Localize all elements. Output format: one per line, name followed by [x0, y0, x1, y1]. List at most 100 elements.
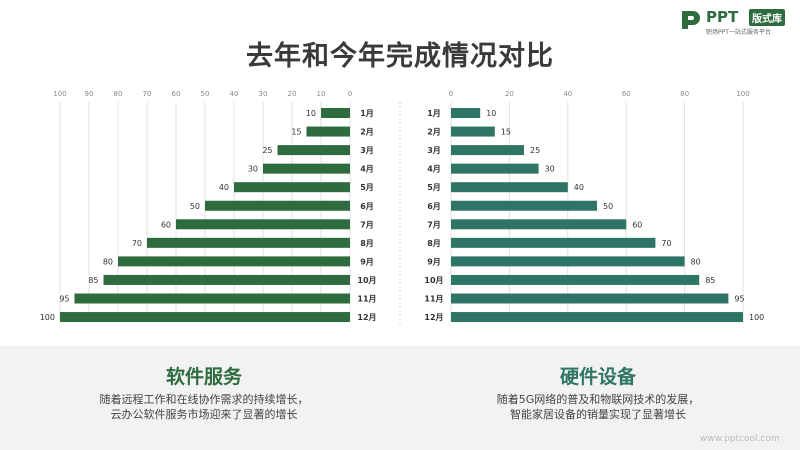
- left-tick-label: 100: [53, 90, 66, 98]
- right-bar: [451, 237, 656, 248]
- right-bar: [451, 108, 481, 118]
- right-bar: [451, 200, 597, 211]
- left-category-label: 5月: [360, 183, 374, 192]
- left-category-label: 3月: [360, 146, 374, 155]
- right-category-label: 11月: [424, 295, 443, 304]
- left-data-label: 60: [161, 220, 171, 229]
- left-category-label: 9月: [360, 257, 374, 266]
- logo-mark-icon: [682, 11, 700, 29]
- description-panel: 软件服务 随着远程工作和在线协作需求的持续增长， 云办公软件服务市场迎来了显著的…: [0, 346, 800, 450]
- left-bar: [60, 312, 350, 323]
- left-data-label: 80: [103, 257, 113, 266]
- right-category-label: 9月: [427, 257, 441, 266]
- page-title: 去年和今年完成情况对比: [246, 41, 554, 72]
- left-data-label: 85: [88, 276, 98, 285]
- left-tick-label: 10: [317, 90, 326, 98]
- left-category-label: 10月: [357, 276, 376, 285]
- right-bar: [451, 274, 700, 285]
- left-panel-line-2: 云办公软件服务市场迎来了显著的增长: [110, 408, 298, 421]
- right-panel-line-1: 随着5G网络的普及和物联网技术的发展，: [496, 393, 700, 406]
- right-bar-chart: 0 20 40 60 80 100 10 1月 15 2月 25 3月 30 4月 40 5月 50 6月 60 7月…: [424, 90, 764, 323]
- right-bar: [451, 182, 568, 193]
- right-tick-label: 60: [622, 90, 631, 98]
- logo-brand-text: PPT: [706, 8, 739, 26]
- left-category-label: 8月: [360, 239, 374, 248]
- left-bar: [263, 163, 350, 174]
- left-category-label: 11月: [357, 295, 376, 304]
- left-bar: [118, 256, 350, 267]
- right-data-label: 25: [530, 146, 540, 155]
- right-data-label: 30: [545, 165, 555, 174]
- left-tick-label: 90: [85, 90, 94, 98]
- brand-logo: PPT 版式库 职场PPT一站式服务平台: [680, 8, 792, 40]
- logo-subtitle: 职场PPT一站式服务平台: [706, 29, 771, 36]
- left-tick-label: 60: [172, 90, 181, 98]
- left-bar: [234, 182, 350, 193]
- left-tick-label: 30: [259, 90, 268, 98]
- right-bar: [451, 219, 627, 230]
- left-category-label: 7月: [360, 220, 374, 229]
- left-bar: [205, 200, 350, 211]
- left-bar: [147, 237, 350, 248]
- left-panel-title: 软件服务: [165, 366, 242, 388]
- right-tick-label: 20: [505, 90, 514, 98]
- left-data-label: 95: [59, 295, 69, 304]
- right-category-label: 4月: [427, 165, 441, 174]
- watermark: www.pptcool.com: [700, 434, 780, 444]
- right-data-label: 10: [486, 109, 496, 118]
- left-data-label: 40: [219, 183, 229, 192]
- left-data-label: 25: [262, 146, 272, 155]
- right-bar: [451, 293, 729, 304]
- right-category-label: 6月: [427, 202, 441, 211]
- right-tick-label: 40: [563, 90, 572, 98]
- left-category-label: 12月: [357, 313, 376, 322]
- left-panel-description: 随着远程工作和在线协作需求的持续增长， 云办公软件服务市场迎来了显著的增长: [54, 392, 354, 422]
- left-bar: [321, 108, 350, 118]
- right-category-label: 2月: [427, 128, 441, 137]
- right-bar: [451, 126, 495, 137]
- right-category-label: 3月: [427, 146, 441, 155]
- left-category-label: 1月: [360, 109, 374, 118]
- left-tick-label: 70: [143, 90, 152, 98]
- right-tick-label: 100: [736, 90, 749, 98]
- right-category-label: 8月: [427, 239, 441, 248]
- right-bar: [451, 312, 743, 323]
- left-data-label: 15: [291, 128, 301, 137]
- left-tick-label: 20: [288, 90, 297, 98]
- left-data-label: 10: [306, 109, 316, 118]
- left-data-label: 100: [40, 313, 55, 322]
- right-bar: [451, 256, 685, 267]
- left-category-label: 6月: [360, 202, 374, 211]
- right-data-label: 70: [661, 239, 671, 248]
- left-bar: [74, 293, 350, 304]
- left-bar: [176, 219, 350, 230]
- right-data-label: 95: [734, 295, 744, 304]
- right-category-label: 7月: [427, 220, 441, 229]
- right-data-label: 80: [691, 257, 701, 266]
- left-tick-label: 0: [348, 90, 352, 98]
- left-tick-label: 40: [230, 90, 239, 98]
- left-category-label: 2月: [360, 128, 374, 137]
- left-data-label: 70: [132, 239, 142, 248]
- left-bar: [306, 126, 350, 137]
- right-bar: [451, 145, 524, 156]
- right-data-label: 50: [603, 202, 613, 211]
- right-panel-description: 随着5G网络的普及和物联网技术的发展， 智能家居设备的销量实现了显著增长: [448, 392, 748, 422]
- right-category-label: 12月: [424, 313, 443, 322]
- right-tick-label: 80: [680, 90, 689, 98]
- right-category-label: 5月: [427, 183, 441, 192]
- logo-tag: 版式库: [749, 9, 785, 26]
- right-data-label: 40: [574, 183, 584, 192]
- left-bar: [277, 145, 350, 156]
- left-data-label: 30: [248, 165, 258, 174]
- right-tick-label: 0: [449, 90, 453, 98]
- left-tick-label: 50: [201, 90, 210, 98]
- left-category-label: 4月: [360, 165, 374, 174]
- right-panel-line-2: 智能家居设备的销量实现了显著增长: [510, 408, 686, 421]
- right-data-label: 100: [749, 313, 764, 322]
- right-data-label: 60: [632, 220, 642, 229]
- right-data-label: 15: [501, 128, 511, 137]
- left-bar: [103, 274, 350, 285]
